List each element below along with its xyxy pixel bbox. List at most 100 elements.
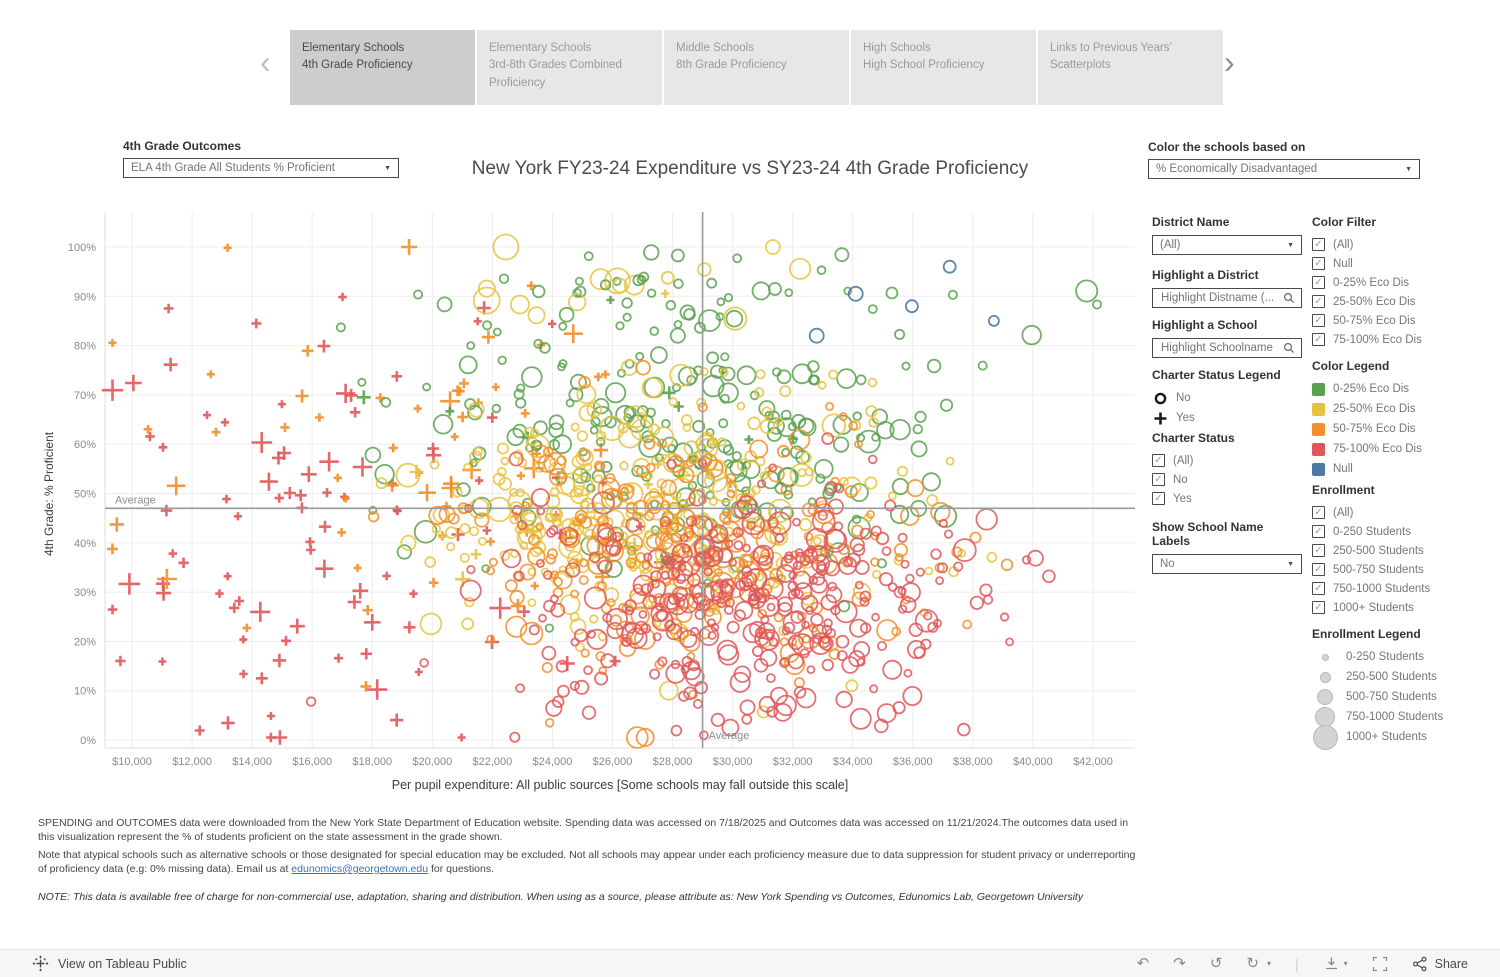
highlight-school-input[interactable] (1159, 341, 1283, 355)
enrollment-legend-item[interactable]: 500-750 Students (1312, 687, 1487, 707)
refresh-caret-icon[interactable]: ▾ (1266, 959, 1271, 968)
charter-legend-item: Yes (1152, 408, 1302, 428)
color-by-dropdown[interactable]: % Economically Disadvantaged ▼ (1148, 159, 1420, 179)
district-dropdown[interactable]: (All) ▼ (1152, 235, 1302, 255)
tab-scatterplots[interactable]: Links to Previous Years’ Scatterplots (1038, 30, 1223, 105)
footer-paragraph-2: Note that atypical schools such as alter… (38, 849, 1142, 877)
color-filter-checkbox[interactable]: ✓ (1312, 295, 1325, 308)
tab-line1: High Schools (863, 42, 931, 54)
color-legend-item[interactable]: Null (1312, 459, 1482, 479)
tab-line1: Links to Previous Years’ (1050, 42, 1173, 54)
color-filter-checkbox[interactable]: ✓ (1312, 257, 1325, 270)
chevron-down-icon: ▼ (1287, 241, 1294, 249)
color-swatch-icon (1312, 402, 1325, 416)
tab-high-school-proficiency[interactable]: High Schools High School Proficiency (851, 30, 1036, 105)
color-filter-checkbox[interactable]: ✓ (1312, 333, 1325, 346)
charter-status-checkbox[interactable]: ✓ (1152, 473, 1165, 486)
download-caret-icon[interactable]: ▾ (1343, 959, 1348, 968)
search-icon (1283, 292, 1295, 304)
district-filter-label: District Name (1152, 215, 1230, 229)
enrollment-filter-checkbox[interactable]: ✓ (1312, 582, 1325, 595)
color-legend: Color Legend 0-25% Eco Dis 25-50% Eco Dis… (1312, 359, 1482, 479)
color-legend-item[interactable]: 0-25% Eco Dis (1312, 379, 1482, 399)
x-tick-label: $34,000 (833, 756, 873, 768)
show-labels-control: Show School Name Labels No ▼ (1152, 520, 1302, 574)
highlight-school-search[interactable] (1152, 338, 1302, 358)
tab-line1: Elementary Schools (489, 42, 592, 54)
view-on-tableau-public[interactable]: View on Tableau Public (32, 955, 187, 972)
enrollment-filter-checkbox[interactable]: ✓ (1312, 601, 1325, 614)
enrollment-filter-checkbox[interactable]: ✓ (1312, 563, 1325, 576)
tab-8th-grade-proficiency[interactable]: Middle Schools 8th Grade Proficiency (664, 30, 849, 105)
x-tick-label: $28,000 (653, 756, 693, 768)
enrollment-filter-checkbox[interactable]: ✓ (1312, 544, 1325, 557)
district-dropdown-value: (All) (1160, 239, 1181, 251)
tab-3rd-8th-grades-combined-proficiency[interactable]: Elementary Schools 3rd-8th Grades Combine… (477, 30, 662, 105)
x-tick-label: $30,000 (713, 756, 753, 768)
enrollment-filter-label: Enrollment (1312, 483, 1375, 497)
color-filter-item: ✓ 0-25% Eco Dis (1312, 273, 1482, 292)
share-button[interactable]: Share (1412, 956, 1468, 972)
enrollment-filter-item: ✓ 750-1000 Students (1312, 579, 1482, 598)
color-legend-label: 75-100% Eco Dis (1333, 443, 1422, 455)
tabs-prev-chevron-icon[interactable]: ‹ (260, 44, 271, 80)
email-link[interactable]: edunomics@georgetown.edu (291, 862, 429, 875)
show-labels-dropdown[interactable]: No ▼ (1152, 554, 1302, 574)
enrollment-legend-item[interactable]: 250-500 Students (1312, 667, 1487, 687)
download-icon[interactable] (1323, 956, 1340, 972)
toolbar-separator: | (1294, 955, 1299, 972)
undo-icon[interactable]: ↶ (1136, 955, 1150, 972)
footer-p2-post: for questions. (428, 862, 494, 875)
enrollment-filter-checkbox[interactable]: ✓ (1312, 525, 1325, 538)
color-legend-item[interactable]: 75-100% Eco Dis (1312, 439, 1482, 459)
color-filter-checkbox[interactable]: ✓ (1312, 314, 1325, 327)
x-tick-label: $42,000 (1073, 756, 1113, 768)
size-circle-icon (1312, 689, 1338, 705)
enrollment-legend-item[interactable]: 1000+ Students (1312, 724, 1487, 750)
enrollment-filter-item: ✓ 250-500 Students (1312, 541, 1482, 560)
redo-icon[interactable]: ↷ (1173, 955, 1186, 972)
tab-line1: Elementary Schools (302, 42, 405, 54)
color-legend-item[interactable]: 25-50% Eco Dis (1312, 399, 1482, 419)
average-reference-lines: Average Average (105, 212, 1135, 748)
y-tick-label: 60% (74, 439, 96, 451)
footer-paragraph-1: SPENDING and OUTCOMES data were download… (38, 817, 1129, 843)
color-filter-checkbox[interactable]: ✓ (1312, 276, 1325, 289)
tableau-logo-icon (32, 955, 49, 972)
scatter-plot[interactable]: Average Average $10,000 $12,000 $14,000 $16,0… (28, 204, 1143, 804)
enrollment-filter-item: ✓ (All) (1312, 503, 1482, 522)
tabs-next-chevron-icon[interactable]: › (1224, 44, 1235, 80)
charter-status-filter-label: Charter Status (1152, 431, 1235, 445)
enrollment-filter-label: 750-1000 Students (1333, 582, 1431, 595)
color-by-label: Color the schools based on (1148, 140, 1306, 154)
highlight-district-label: Highlight a District (1152, 268, 1259, 282)
chart-title: New York FY23-24 Expenditure vs SY23-24 … (471, 158, 1029, 179)
color-filter-checkbox[interactable]: ✓ (1312, 238, 1325, 251)
color-swatch-icon (1312, 442, 1325, 456)
color-legend-item[interactable]: 50-75% Eco Dis (1312, 419, 1482, 439)
show-labels-dropdown-value: No (1160, 558, 1175, 570)
y-tick-label: 40% (74, 538, 96, 550)
enrollment-filter-label: 1000+ Students (1333, 601, 1414, 614)
enrollment-filter-checkbox[interactable]: ✓ (1312, 506, 1325, 519)
scatter-marks[interactable] (101, 233, 1103, 749)
color-swatch-icon (1312, 382, 1325, 396)
highlight-district-input[interactable] (1159, 291, 1283, 305)
tab-4th-grade-proficiency[interactable]: Elementary Schools 4th Grade Proficiency (290, 30, 475, 105)
color-swatch-icon (1312, 462, 1325, 476)
enrollment-legend-item[interactable]: 750-1000 Students (1312, 707, 1487, 727)
charter-status-legend-label: Charter Status Legend (1152, 368, 1281, 382)
highlight-district-search[interactable] (1152, 288, 1302, 308)
enrollment-legend-label: 250-500 Students (1346, 671, 1437, 683)
charter-status-checkbox[interactable]: ✓ (1152, 454, 1165, 467)
color-legend-label: Null (1333, 463, 1353, 475)
enrollment-legend-label: 1000+ Students (1346, 731, 1427, 743)
outcome-dropdown[interactable]: ELA 4th Grade All Students % Proficient … (123, 158, 399, 178)
charter-status-checkbox[interactable]: ✓ (1152, 492, 1165, 505)
charter-status-filter: Charter Status ✓ (All) ✓ No ✓ Yes (1152, 431, 1302, 508)
revert-icon[interactable]: ↺ (1209, 955, 1223, 972)
size-circle-icon (1312, 724, 1338, 750)
refresh-icon[interactable]: ↻ (1246, 955, 1259, 972)
fullscreen-icon[interactable] (1372, 956, 1388, 972)
enrollment-legend-item[interactable]: 0-250 Students (1312, 647, 1487, 667)
